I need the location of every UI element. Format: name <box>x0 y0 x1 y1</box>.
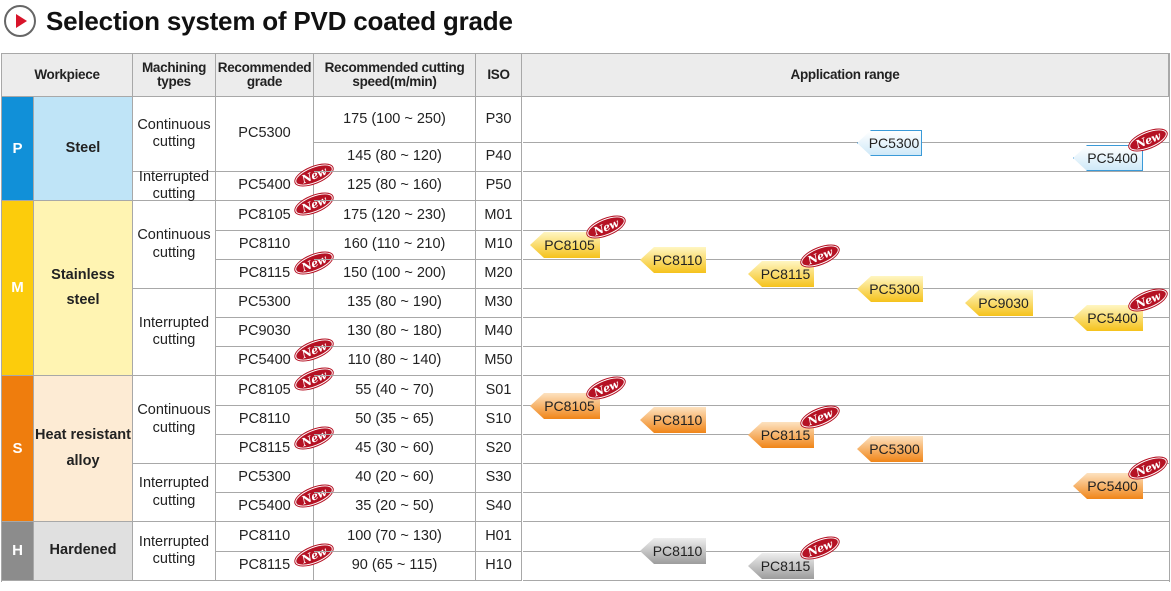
application-tag-pc8105: PC8105 <box>530 393 600 419</box>
application-tag-pc5300: PC5300 <box>857 276 923 302</box>
iso-code: S10 <box>476 406 522 435</box>
title-bar: Selection system of PVD coated grade <box>4 3 513 39</box>
cutting-speed: 125 (80 ~ 160) <box>314 172 476 201</box>
cutting-speed: 55 (40 ~ 70) <box>314 376 476 406</box>
cutting-speed: 110 (80 ~ 140) <box>314 347 476 376</box>
cutting-speed: 135 (80 ~ 190) <box>314 289 476 318</box>
cutting-speed: 150 (100 ~ 200) <box>314 260 476 289</box>
header-recommended-grade: Recommended grade <box>216 54 314 97</box>
recommended-grade: PC8115 <box>216 552 314 581</box>
application-tag-pc8110: PC8110 <box>640 538 706 564</box>
recommended-grade: PC9030 <box>216 318 314 347</box>
machining-type: Interrupted cutting <box>133 522 216 581</box>
header-cutting-speed: Recommended cutting speed(m/min) <box>314 54 476 97</box>
workpiece-m: Stainless steel <box>34 201 133 376</box>
new-badge: New <box>1126 453 1170 483</box>
header-iso: ISO <box>476 54 522 97</box>
page-title: Selection system of PVD coated grade <box>46 5 513 36</box>
new-badge: New <box>798 533 842 563</box>
iso-category-s: S <box>2 376 34 522</box>
cutting-speed: 90 (65 ~ 115) <box>314 552 476 581</box>
machining-type: Interrupted cutting <box>133 464 216 522</box>
cutting-speed: 100 (70 ~ 130) <box>314 522 476 552</box>
iso-code: S01 <box>476 376 522 406</box>
cutting-speed: 175 (100 ~ 250) <box>314 97 476 143</box>
application-tag-pc8115: PC8115 <box>748 553 814 579</box>
iso-code: P40 <box>476 143 522 172</box>
workpiece-s: Heat resistant alloy <box>34 376 133 522</box>
new-badge: New <box>798 241 842 271</box>
recommended-grade: PC8115 <box>216 260 314 289</box>
application-tag-pc8110: PC8110 <box>640 407 706 433</box>
iso-category-p: P <box>2 97 34 201</box>
recommended-grade: PC8110 <box>216 231 314 260</box>
application-tag-pc8110: PC8110 <box>640 247 706 273</box>
header-machining-types: Machining types <box>133 54 216 97</box>
iso-code: S30 <box>476 464 522 493</box>
cutting-speed: 50 (35 ~ 65) <box>314 406 476 435</box>
cutting-speed: 145 (80 ~ 120) <box>314 143 476 172</box>
cutting-speed: 160 (110 ~ 210) <box>314 231 476 260</box>
application-tag-pc8115: PC8115 <box>748 422 814 448</box>
application-tag-pc9030: PC9030 <box>965 290 1033 316</box>
recommended-grade: PC5300 <box>216 289 314 318</box>
machining-type: Continuous cutting <box>133 201 216 289</box>
recommended-grade: PC8115 <box>216 435 314 464</box>
new-badge: New <box>1126 125 1170 155</box>
machining-type: Interrupted cutting <box>133 169 216 202</box>
iso-code: M30 <box>476 289 522 318</box>
iso-code: H10 <box>476 552 522 581</box>
recommended-grade: PC8105 <box>216 376 314 406</box>
recommended-grade: PC8110 <box>216 522 314 552</box>
new-badge: New <box>798 402 842 432</box>
recommended-grade: PC8105 <box>216 201 314 231</box>
iso-code: M10 <box>476 231 522 260</box>
application-tag-pc5400: PC5400 <box>1073 473 1143 499</box>
cutting-speed: 130 (80 ~ 180) <box>314 318 476 347</box>
iso-code: M50 <box>476 347 522 376</box>
machining-type: Continuous cutting <box>133 97 216 172</box>
header-application-range: Application range <box>522 54 1169 97</box>
new-badge: New <box>584 212 628 242</box>
iso-code: S20 <box>476 435 522 464</box>
iso-code: M40 <box>476 318 522 347</box>
recommended-grade: PC5400 <box>216 347 314 376</box>
workpiece-p: Steel <box>34 97 133 201</box>
new-badge: New <box>1126 285 1170 315</box>
cutting-speed: 175 (120 ~ 230) <box>314 201 476 231</box>
iso-code: M01 <box>476 201 522 231</box>
machining-type: Interrupted cutting <box>133 289 216 376</box>
play-circle-icon <box>4 5 36 37</box>
recommended-grade: PC5300 <box>216 97 314 172</box>
application-tag-pc5300: PC5300 <box>857 436 923 462</box>
cutting-speed: 35 (20 ~ 50) <box>314 493 476 522</box>
iso-code: P50 <box>476 172 522 201</box>
iso-code: P30 <box>476 97 522 143</box>
recommended-grade: PC5300 <box>216 464 314 493</box>
new-badge: New <box>584 373 628 403</box>
iso-code: M20 <box>476 260 522 289</box>
workpiece-h: Hardened <box>34 522 133 581</box>
cutting-speed: 45 (30 ~ 60) <box>314 435 476 464</box>
iso-category-h: H <box>2 522 34 581</box>
recommended-grade: PC8110 <box>216 406 314 435</box>
header-workpiece: Workpiece <box>2 54 133 97</box>
recommended-grade: PC5400 <box>216 172 314 201</box>
application-tag-pc5300: PC5300 <box>857 130 922 156</box>
recommended-grade: PC5400 <box>216 493 314 522</box>
iso-code: S40 <box>476 493 522 522</box>
machining-type: Continuous cutting <box>133 376 216 464</box>
iso-code: H01 <box>476 522 522 552</box>
iso-category-m: M <box>2 201 34 376</box>
cutting-speed: 40 (20 ~ 60) <box>314 464 476 493</box>
